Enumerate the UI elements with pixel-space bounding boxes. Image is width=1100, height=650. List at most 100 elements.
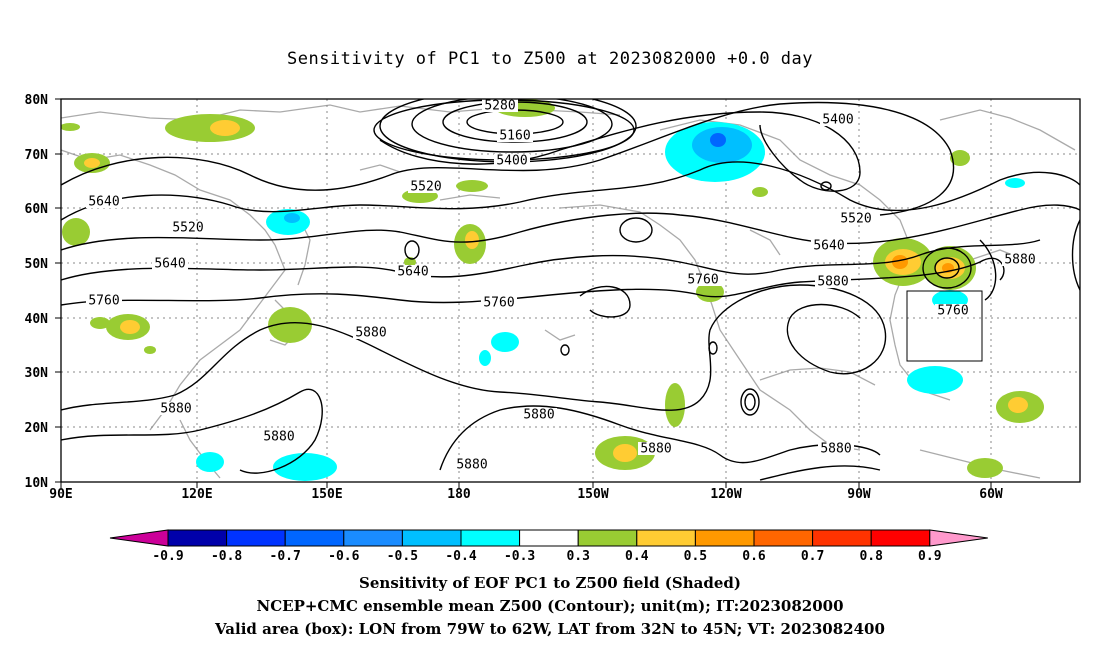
contour-label: 5640: [88, 195, 119, 210]
contour-label: 5880: [160, 402, 191, 417]
colorbar-swatch: [812, 529, 872, 547]
z500-contours: [61, 99, 1080, 481]
lon-tick-label: 150W: [577, 487, 608, 502]
contour-label: 5520: [172, 221, 203, 236]
colorbar-low-arrow: [109, 529, 169, 547]
colorbar-label: -0.3: [504, 549, 535, 564]
contour-label: 5640: [813, 239, 844, 254]
caption-line-3: Valid area (box): LON from 79W to 62W, L…: [215, 620, 885, 638]
contour-label: 5880: [263, 430, 294, 445]
contour-label-bg: [497, 129, 533, 142]
graticule: [61, 99, 1080, 482]
caption-line-1: Sensitivity of EOF PC1 to Z500 field (Sh…: [359, 574, 741, 592]
contour-label-bg: [820, 113, 856, 126]
contour-label-bg: [454, 458, 490, 471]
contour-label-bg: [170, 221, 206, 234]
colorbar-label: -0.4: [445, 549, 476, 564]
contour-label-bg: [685, 273, 721, 286]
lat-tick-label: 40N: [25, 312, 49, 327]
contour-label: 5640: [154, 257, 185, 272]
lat-tick-label: 70N: [25, 148, 49, 163]
lat-tick-label: 30N: [25, 366, 49, 381]
caption-line-2: NCEP+CMC ensemble mean Z500 (Contour); u…: [256, 597, 844, 615]
page-title: Sensitivity of PC1 to Z500 at 2023082000…: [286, 49, 813, 69]
contour-labels: 5280 5160 5400 5400 5520 5520 5520 5640 5640 5640…: [86, 99, 1038, 473]
contour-label-bg: [408, 180, 444, 193]
contour-label: 5880: [523, 408, 554, 423]
contour-label-bg: [521, 408, 557, 421]
contour-label: 5760: [88, 294, 119, 309]
contour-label: 5520: [840, 212, 871, 227]
colorbar-label: 0.8: [859, 549, 883, 564]
lon-tick-label: 150E: [311, 487, 342, 502]
colorbar: -0.9 -0.8 -0.7 -0.6 -0.5 -0.4 -0.3 0.3 0.4 0.5 0.6…: [109, 529, 988, 564]
contour-label-bg: [395, 265, 431, 278]
contour-label-bg: [1002, 253, 1038, 266]
contour-label-bg: [494, 154, 530, 167]
lon-tick-label: 90E: [49, 487, 72, 502]
colorbar-swatch: [577, 529, 638, 547]
contour-label: 5880: [456, 458, 487, 473]
valid-area-box: [906, 290, 983, 362]
latitude-axis: 80N 70N 60N 50N 40N 30N 20N 10N: [25, 93, 61, 491]
contour-label: 5880: [640, 442, 671, 457]
longitude-axis: 90E 120E 150E 180 150W 120W 90W 60W: [49, 482, 1003, 502]
colorbar-swatch: [636, 529, 696, 547]
contour-label: 5280: [484, 99, 515, 114]
contour-label-bg: [838, 212, 874, 225]
colorbar-label: -0.5: [387, 549, 418, 564]
contour-label-bg: [638, 442, 674, 455]
lon-tick-label: 120W: [710, 487, 741, 502]
colorbar-label: -0.8: [211, 549, 242, 564]
lat-tick-label: 80N: [25, 93, 49, 108]
contour-label-bg: [935, 304, 971, 317]
contour-label-bg: [158, 402, 194, 415]
lon-tick-label: 120E: [181, 487, 212, 502]
contour-label: 5520: [410, 180, 441, 195]
colorbar-swatch: [870, 529, 931, 547]
contour-label: 5760: [687, 273, 718, 288]
contour-label-bg: [482, 99, 518, 112]
contour-label-bg: [86, 294, 122, 307]
colorbar-label: 0.4: [625, 549, 649, 564]
colorbar-swatch: [753, 529, 814, 547]
colorbar-high-arrow: [929, 529, 988, 547]
colorbar-swatch: [460, 529, 521, 547]
contour-label: 5640: [397, 265, 428, 280]
colorbar-label: -0.9: [152, 549, 183, 564]
contour-label: 5880: [1004, 253, 1035, 268]
lon-tick-label: 180: [447, 487, 471, 502]
colorbar-swatch: [519, 529, 579, 547]
contour-label-bg: [353, 326, 389, 339]
contour-label: 5880: [817, 275, 848, 290]
contour-label: 5880: [820, 442, 851, 457]
contour-label-bg: [811, 239, 847, 252]
contour-label: 5760: [483, 296, 514, 311]
colorbar-label: -0.6: [328, 549, 359, 564]
contour-label: 5400: [496, 154, 527, 169]
colorbar-label: 0.7: [801, 549, 824, 564]
plot-frame: [60, 98, 1081, 483]
lon-tick-label: 90W: [847, 487, 871, 502]
contour-label: 5880: [355, 326, 386, 341]
colorbar-label: 0.6: [742, 549, 766, 564]
colorbar-swatch: [343, 529, 403, 547]
contour-label-bg: [815, 275, 851, 288]
contour-label-bg: [261, 430, 297, 443]
lat-tick-label: 50N: [25, 257, 49, 272]
colorbar-swatch: [167, 529, 228, 547]
contour-label-bg: [818, 442, 854, 455]
contour-label-bg: [86, 195, 122, 208]
colorbar-swatch: [226, 529, 286, 547]
colorbar-swatch: [401, 529, 462, 547]
lon-tick-label: 60W: [979, 487, 1003, 502]
contour-label: 5400: [822, 113, 853, 128]
lat-tick-label: 60N: [25, 202, 49, 217]
contour-label-bg: [152, 257, 188, 270]
lat-tick-label: 20N: [25, 421, 49, 436]
colorbar-label: -0.7: [270, 549, 301, 564]
contour-label: 5160: [499, 129, 530, 144]
colorbar-swatch: [284, 529, 345, 547]
lat-tick-label: 10N: [25, 476, 49, 491]
